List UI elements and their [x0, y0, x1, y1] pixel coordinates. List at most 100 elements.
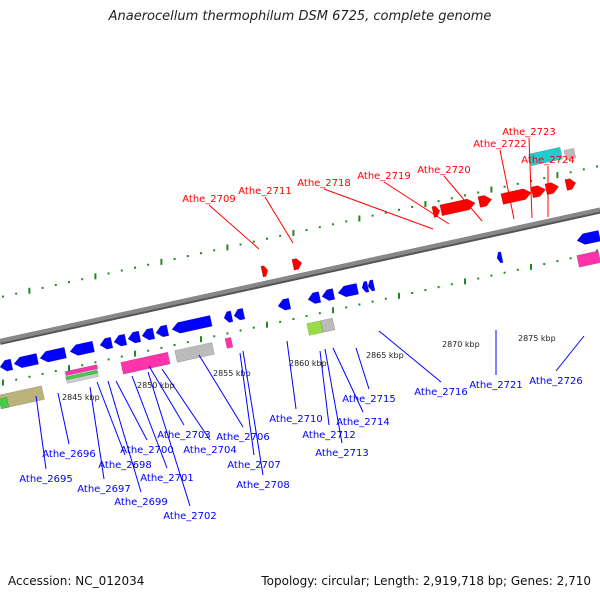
lower-scale: [2, 249, 598, 386]
minor-tick: [252, 240, 255, 243]
scale-label: 2845 kbp: [62, 393, 100, 402]
genome-summary: Topology: circular; Length: 2,919,718 bp…: [261, 574, 591, 588]
minor-tick: [107, 272, 110, 275]
minor-tick: [68, 281, 70, 284]
reverse-gene-label: Athe_2726: [529, 376, 583, 387]
minor-tick: [543, 263, 546, 266]
forward-gene-label: Athe_2720: [417, 165, 471, 176]
minor-tick: [213, 335, 216, 338]
minor-tick: [279, 320, 282, 323]
minor-tick: [54, 369, 57, 372]
upper-scale: [2, 165, 598, 298]
minor-tick: [464, 194, 466, 197]
leader-line: [239, 352, 255, 456]
minor-tick: [490, 274, 493, 277]
major-tick: [68, 365, 70, 372]
forward-gene-label: Athe_2723: [502, 127, 556, 138]
leader-line: [242, 350, 264, 476]
forward-gene: [564, 178, 577, 191]
minor-tick: [41, 372, 44, 375]
minor-tick: [543, 177, 546, 180]
major-tick: [292, 229, 295, 236]
rna-feature: [576, 250, 600, 268]
olive-feature: [0, 385, 45, 410]
minor-tick: [107, 358, 110, 361]
minor-tick: [437, 286, 440, 289]
minor-tick: [147, 349, 150, 352]
leader-line: [323, 188, 434, 230]
reverse-gene-label: Athe_2704: [183, 445, 237, 456]
reverse-gene-label: Athe_2698: [98, 460, 152, 471]
reverse-gene: [13, 353, 39, 369]
major-tick: [266, 321, 268, 328]
leader-line: [499, 149, 515, 220]
minor-tick: [450, 283, 453, 286]
major-tick: [490, 186, 493, 193]
minor-tick: [134, 266, 136, 269]
minor-tick: [516, 182, 519, 185]
reverse-gene: [307, 291, 322, 304]
grey-feature: [563, 147, 577, 161]
reverse-gene: [277, 297, 292, 311]
grey-feature: [174, 342, 215, 363]
leader-line: [286, 340, 297, 410]
minor-tick: [15, 292, 18, 295]
minor-tick: [582, 168, 585, 171]
minor-tick: [120, 355, 123, 358]
minor-tick: [556, 260, 559, 263]
minor-tick: [371, 214, 374, 217]
forward-gene-label: Athe_2709: [182, 194, 236, 205]
reverse-gene-label: Athe_2716: [414, 387, 468, 398]
minor-tick: [279, 234, 282, 237]
minor-tick: [411, 291, 414, 294]
reverse-gene-label: Athe_2697: [77, 484, 131, 495]
reverse-gene: [39, 347, 67, 363]
minor-tick: [239, 329, 242, 332]
leader-line: [264, 196, 294, 244]
reverse-gene-label: Athe_2702: [163, 511, 217, 522]
minor-tick: [398, 208, 400, 211]
minor-tick: [384, 211, 387, 214]
reverse-gene-label: Athe_2700: [120, 445, 174, 456]
reverse-gene: [321, 288, 336, 301]
minor-tick: [41, 286, 44, 289]
minor-tick: [239, 243, 242, 246]
minor-tick: [15, 378, 18, 381]
reverse-gene: [155, 324, 170, 338]
leader-line: [355, 347, 370, 390]
minor-tick: [503, 185, 506, 188]
leader-line: [35, 395, 47, 470]
reverse-gene-label: Athe_2712: [302, 430, 356, 441]
leader-line: [57, 392, 70, 445]
grey-feature: [320, 317, 336, 333]
leader-line: [378, 330, 442, 383]
reverse-gene: [337, 283, 360, 298]
reverse-gene-label: Athe_2708: [236, 480, 290, 491]
leader-line: [332, 347, 364, 413]
minor-tick: [345, 220, 348, 223]
scale-label: 2850 kbp: [137, 381, 175, 390]
leader-line: [555, 335, 585, 372]
leader-line: [528, 137, 533, 219]
leader-line: [147, 371, 191, 507]
minor-tick: [252, 326, 255, 329]
scale-label: 2870 kbp: [442, 340, 480, 349]
minor-tick: [411, 205, 414, 208]
reverse-gene: [496, 251, 504, 264]
minor-tick: [332, 223, 334, 226]
forward-gene: [291, 258, 303, 271]
leader-line: [131, 375, 168, 469]
minor-tick: [94, 361, 97, 364]
reverse-gene: [361, 280, 370, 293]
reverse-gene-label: Athe_2715: [342, 394, 396, 405]
minor-tick: [186, 255, 189, 258]
reverse-gene-label: Athe_2696: [42, 449, 96, 460]
major-tick: [200, 336, 202, 343]
reverse-gene-label: Athe_2710: [269, 414, 323, 425]
minor-tick: [292, 317, 295, 320]
leader-line: [324, 348, 343, 444]
minor-tick: [318, 226, 321, 229]
reverse-gene-label: Athe_2695: [19, 474, 73, 485]
minor-tick: [120, 269, 123, 272]
reverse-gene-label: Athe_2706: [216, 432, 270, 443]
